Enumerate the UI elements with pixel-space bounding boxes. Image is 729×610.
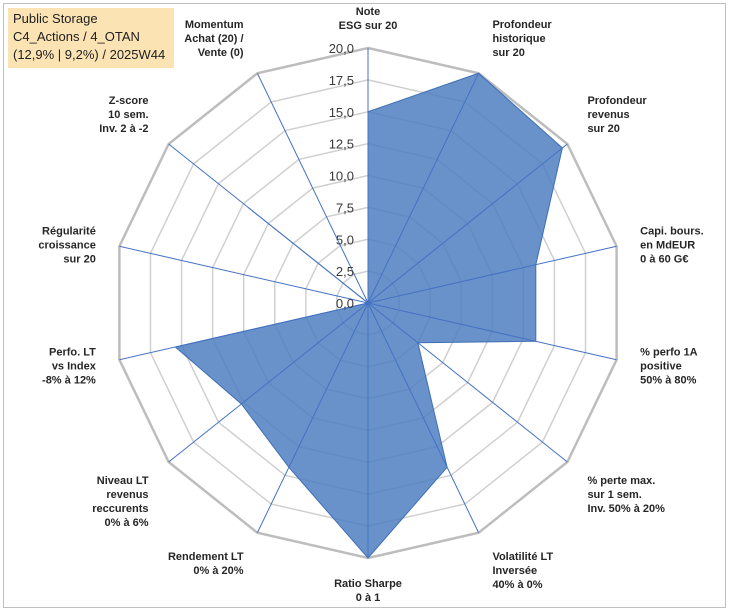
tick-label: 15,0 [329,105,354,120]
axis-label-7: Ratio Sharpe 0 à 1 [334,578,402,604]
axis-label-line: % perte max. [587,475,655,487]
axis-label-line: vs Index [52,361,97,373]
axis-label-1: Profondeur historique sur 20 [492,19,552,59]
tick-label: 12,5 [329,137,354,152]
axis-label-line: historique [492,33,545,45]
tick-label: 17,5 [329,73,354,88]
axis-label-line: croissance [38,239,95,251]
tick-label: 20,0 [329,41,354,56]
axis-label-line: 0 à 1 [356,592,380,604]
axis-label-line: Vente (0) [198,47,244,59]
axis-label-6: Volatilité LT Inversée 40% à 0% [492,551,553,591]
axis-label-13: Momentum Achat (20) / Vente (0) [184,19,244,59]
axis-spoke-8 [256,302,369,533]
axis-label-line: sur 20 [587,123,619,135]
axis-label-line: Rendement LT [168,551,244,563]
axis-label-line: Niveau LT [97,475,149,487]
axis-label-line: Perfo. LT [49,347,96,359]
axis-label-line: sur 20 [63,253,95,265]
axis-label-line: Achat (20) / [184,33,243,45]
title-company: Public Storage [13,11,98,26]
title-category: C4_Actions / 4_OTAN [13,29,140,44]
axis-label-line: 50% à 80% [640,375,696,387]
tick-label: 10,0 [329,169,354,184]
axis-label-line: Momentum [185,19,244,31]
axis-label-line: Régularité [42,225,96,237]
axis-label-line: Inv. 50% à 20% [587,503,665,515]
axis-label-5: % perte max. sur 1 sem. Inv. 50% à 20% [587,475,665,515]
axis-label-11: Régularité croissance sur 20 [38,225,95,265]
axis-label-0: Note ESG sur 20 [339,6,398,32]
axis-label-line: Volatilité LT [492,551,553,563]
axis-label-line: reccurents [92,503,148,515]
axis-label-line: Inv. 2 à -2 [99,123,148,135]
axis-label-9: Niveau LT revenus reccurents 0% à 6% [92,475,149,529]
axis-label-line: revenus [106,489,148,501]
axis-spoke-1 [367,73,480,304]
axis-label-line: Profondeur [492,19,552,31]
axis-label-10: Perfo. LT vs Index -8% à 12% [42,347,97,387]
axis-label-line: en MdEUR [640,239,695,251]
axis-spoke-9 [168,302,369,463]
axis-label-line: Capi. bours. [640,225,704,237]
tick-label: 5,0 [336,232,354,247]
axis-spoke-11 [119,245,369,304]
title-performance: (12,9% | 9,2%) / 2025W44 [13,47,166,62]
series-area [174,72,563,559]
axis-label-line: ESG sur 20 [339,20,398,32]
axis-label-line: 0% à 6% [105,517,149,529]
axis-spoke-6 [367,302,480,533]
axis-spoke-3 [367,245,617,304]
axis-label-line: 0% à 20% [193,565,243,577]
axis-label-line: Inversée [492,565,537,577]
axis-label-2: Profondeur revenus sur 20 [587,95,647,135]
axis-label-line: 40% à 0% [492,579,542,591]
axis-spoke-2 [367,143,568,304]
axis-label-line: Z-score [109,95,149,107]
axis-label-8: Rendement LT 0% à 20% [168,551,244,577]
tick-label: 0,0 [336,296,354,311]
axis-spoke-12 [168,143,369,304]
axis-label-4: % perfo 1A positive 50% à 80% [640,347,698,387]
axis-spoke-13 [256,73,369,304]
tick-label: 7,5 [336,200,354,215]
axis-label-line: Profondeur [587,95,647,107]
axis-spoke-4 [367,302,617,361]
axis-label-line: sur 20 [492,47,524,59]
axis-spoke-5 [367,302,568,463]
axis-label-line: % perfo 1A [640,347,698,359]
tick-label: 2,5 [336,264,354,279]
axis-label-line: sur 1 sem. [587,489,641,501]
axis-label-line: 0 à 60 G€ [640,253,688,265]
axis-label-line: 10 sem. [108,109,148,121]
axis-label-line: revenus [587,109,629,121]
axis-label-line: Ratio Sharpe [334,578,402,590]
axis-spoke-10 [119,302,369,361]
axis-label-line: Note [356,6,380,18]
axis-label-line: -8% à 12% [42,375,96,387]
axis-label-3: Capi. bours. en MdEUR 0 à 60 G€ [640,225,704,265]
axis-label-line: positive [640,361,682,373]
axis-label-12: Z-score 10 sem. Inv. 2 à -2 [99,95,148,135]
chart-title-box: Public Storage C4_Actions / 4_OTAN (12,9… [8,8,174,68]
